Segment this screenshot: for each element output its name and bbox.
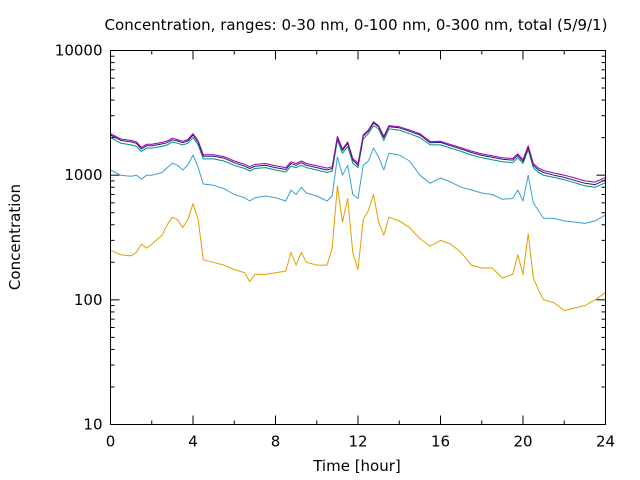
series-line-3 (110, 122, 606, 186)
y-tick-label: 100 (74, 291, 103, 309)
x-axis-label: Time [hour] (312, 457, 401, 475)
series-line-4 (110, 121, 606, 183)
x-tick-label: 20 (513, 433, 532, 451)
x-tick-label: 4 (188, 433, 198, 451)
y-tick-label: 10 (83, 416, 102, 434)
x-tick-label: 8 (271, 433, 281, 451)
x-tick-label: 16 (431, 433, 450, 451)
series-layer (110, 121, 606, 312)
series-line-1 (110, 147, 606, 224)
chart-title: Concentration, ranges: 0-30 nm, 0-100 nm… (105, 16, 608, 34)
series-line-0 (110, 185, 606, 312)
y-axis-label: Concentration (6, 184, 24, 290)
x-tick-label: 12 (348, 433, 367, 451)
x-tick-label: 24 (596, 433, 615, 451)
series-line-2 (110, 125, 606, 188)
y-tick-label: 10000 (55, 42, 103, 60)
y-tick-label: 1000 (64, 166, 102, 184)
x-tick-label: 0 (106, 433, 116, 451)
plot-frame (110, 50, 606, 425)
y-axis: 10 100 1000 10000 (55, 42, 606, 434)
